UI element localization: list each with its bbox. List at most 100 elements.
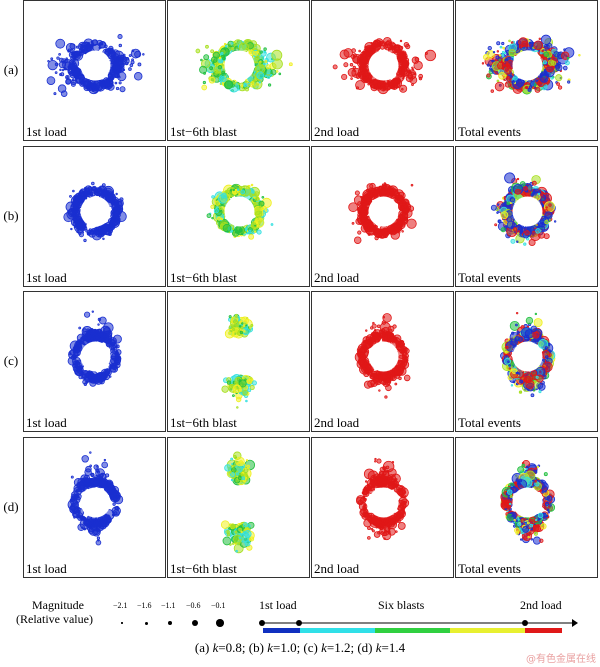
event-point [494,81,505,92]
event-point [68,65,71,69]
event-point [516,177,520,181]
event-point [76,495,80,498]
event-point [538,390,542,394]
event-point [246,232,250,235]
event-point [538,37,542,41]
event-point [507,360,510,363]
event-point [518,37,529,48]
event-point [508,49,516,57]
event-point [534,334,537,337]
event-point [103,458,107,462]
event-point [498,71,507,80]
event-point [104,476,107,479]
event-point [96,536,101,540]
event-point [236,188,240,191]
event-point [403,374,411,382]
event-point [255,61,258,64]
event-point [401,353,405,357]
event-panel: 1st load [23,437,166,578]
event-point [87,229,92,235]
event-point [365,329,368,332]
event-point [365,46,376,57]
event-point [249,385,255,391]
event-point [240,189,246,195]
panel-label: Total events [458,124,521,139]
event-point [86,371,90,375]
event-point [510,384,514,387]
event-point [533,318,543,328]
event-point [271,49,283,61]
event-point [222,536,232,546]
event-point [501,41,505,46]
event-point [496,50,500,53]
event-point [512,380,516,384]
event-point [539,51,543,55]
event-point [211,195,215,199]
event-point [258,81,261,84]
event-point [530,369,538,377]
event-point [390,190,394,193]
event-point [358,49,361,53]
event-point [258,205,262,209]
event-point [243,530,252,538]
event-point [80,74,85,79]
event-point [535,196,539,199]
panel-label: 2nd load [314,124,360,139]
event-point [75,81,79,84]
event-point [84,226,88,230]
event-point [357,230,362,235]
event-point [78,232,84,238]
event-point [234,381,238,385]
event-point [70,81,76,87]
event-point [383,186,386,190]
event-point [385,233,389,236]
event-point [498,54,502,57]
event-point [96,523,105,532]
event-point [90,328,94,331]
event-point [229,471,232,474]
event-point [199,65,208,74]
event-point [532,86,535,89]
event-point [237,190,240,193]
event-point [233,190,237,195]
event-point [53,92,57,96]
event-point [540,193,543,197]
event-point [213,208,219,214]
event-point [399,39,403,43]
event-point [248,49,255,56]
event-point [222,223,232,233]
event-point [525,86,529,90]
event-point [553,51,560,58]
event-point [47,59,50,63]
event-point [103,84,107,88]
event-point [388,375,393,380]
event-point [557,85,563,90]
event-point [228,315,232,319]
event-point [509,320,520,331]
event-point [361,216,367,221]
event-point [137,62,142,67]
event-point [515,311,519,315]
event-point [92,230,96,234]
event-point [97,329,102,333]
event-point [544,346,548,350]
event-point [220,75,227,83]
event-point [516,330,520,333]
event-point [128,67,132,71]
event-point [490,89,494,93]
event-point [99,82,104,87]
panel-label: Total events [458,270,521,285]
event-point [234,320,240,326]
event-point [68,58,80,69]
event-point [524,375,532,383]
event-point [55,38,66,49]
event-point [247,388,252,393]
event-point [249,536,255,542]
event-point [209,66,214,71]
event-point [545,64,554,73]
event-point [87,527,94,534]
event-point [76,230,80,234]
event-point [418,76,423,81]
event-point [270,69,277,76]
event-point [407,73,414,79]
